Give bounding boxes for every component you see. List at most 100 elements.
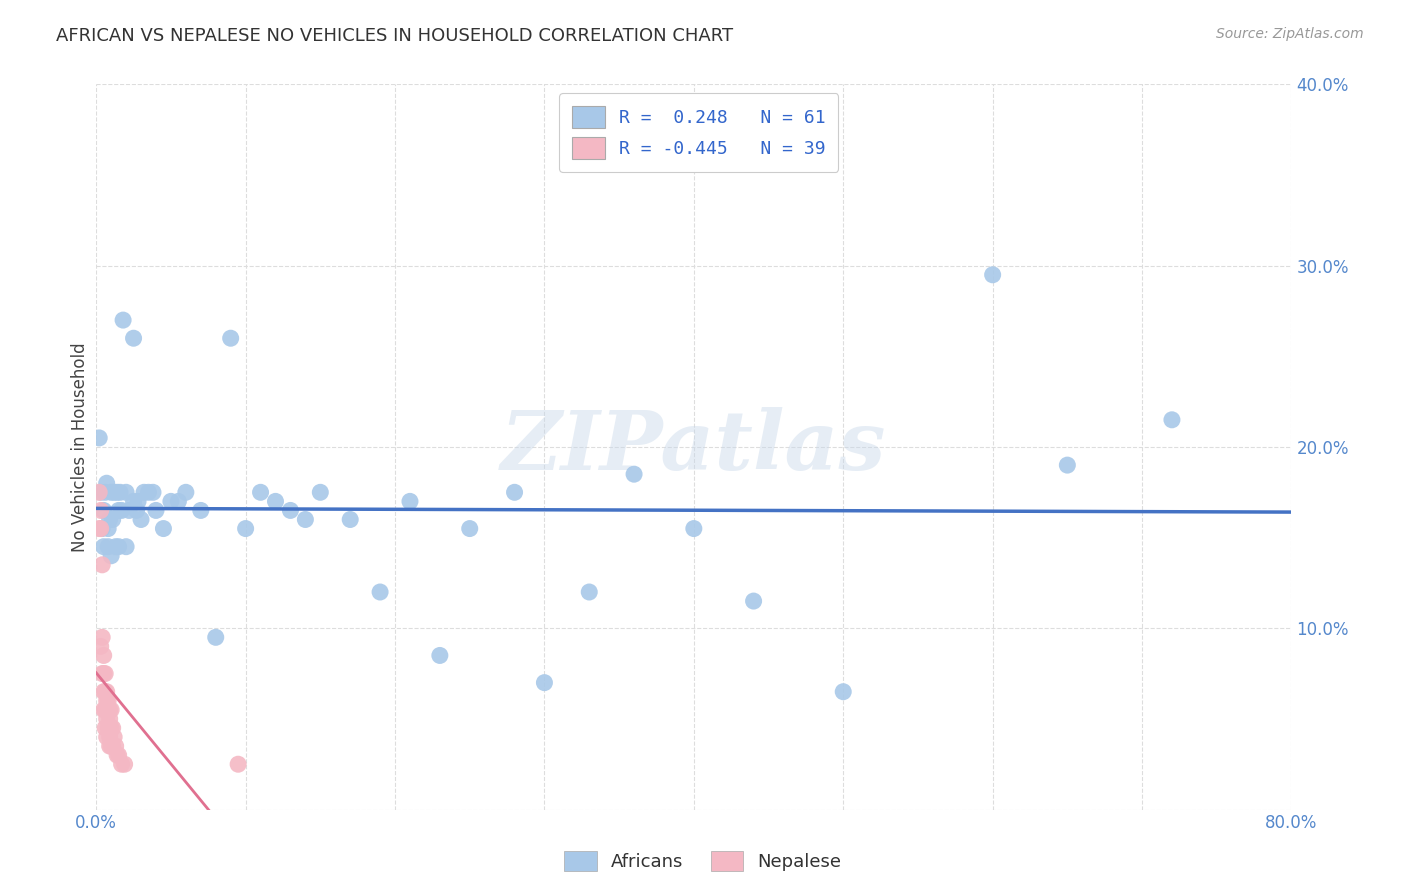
Point xyxy=(104,540,127,554)
Point xyxy=(280,503,302,517)
Point xyxy=(91,630,114,644)
Point xyxy=(167,494,190,508)
Point xyxy=(125,503,148,517)
Point xyxy=(101,739,124,753)
Point xyxy=(132,485,155,500)
Point xyxy=(90,503,112,517)
Point xyxy=(110,757,132,772)
Point xyxy=(458,522,481,536)
Point xyxy=(129,512,152,526)
Point xyxy=(103,485,125,500)
Point xyxy=(96,476,118,491)
Point xyxy=(94,721,117,735)
Point xyxy=(249,485,271,500)
Point xyxy=(105,485,128,500)
Point xyxy=(152,522,174,536)
Point xyxy=(94,684,117,698)
Y-axis label: No Vehicles in Household: No Vehicles in Household xyxy=(72,343,89,552)
Point xyxy=(226,757,249,772)
Point xyxy=(204,630,226,644)
Point xyxy=(90,640,112,654)
Point xyxy=(235,522,257,536)
Point xyxy=(97,703,120,717)
Legend: Africans, Nepalese: Africans, Nepalese xyxy=(557,844,849,879)
Point xyxy=(93,684,115,698)
Point xyxy=(264,494,287,508)
Point xyxy=(93,503,115,517)
Point xyxy=(127,494,149,508)
Point xyxy=(309,485,332,500)
Point xyxy=(1056,458,1078,472)
Point xyxy=(98,730,121,744)
Point xyxy=(368,585,391,599)
Point xyxy=(93,648,115,663)
Point xyxy=(96,712,118,726)
Point xyxy=(115,540,138,554)
Point xyxy=(114,757,136,772)
Point xyxy=(623,467,645,482)
Point xyxy=(97,540,120,554)
Point xyxy=(682,522,704,536)
Point xyxy=(981,268,1004,282)
Point xyxy=(97,721,120,735)
Point xyxy=(107,748,129,763)
Point xyxy=(108,485,131,500)
Point xyxy=(832,684,855,698)
Point xyxy=(89,485,111,500)
Point xyxy=(160,494,183,508)
Point xyxy=(138,485,160,500)
Point xyxy=(94,666,117,681)
Point xyxy=(97,522,120,536)
Point xyxy=(91,666,114,681)
Text: AFRICAN VS NEPALESE NO VEHICLES IN HOUSEHOLD CORRELATION CHART: AFRICAN VS NEPALESE NO VEHICLES IN HOUSE… xyxy=(56,27,734,45)
Point xyxy=(100,703,122,717)
Point xyxy=(100,549,122,563)
Point xyxy=(1161,413,1184,427)
Point xyxy=(578,585,600,599)
Point xyxy=(112,313,135,327)
Point xyxy=(89,522,111,536)
Point xyxy=(93,540,115,554)
Text: Source: ZipAtlas.com: Source: ZipAtlas.com xyxy=(1216,27,1364,41)
Point xyxy=(96,730,118,744)
Point xyxy=(96,684,118,698)
Point xyxy=(107,540,129,554)
Point xyxy=(107,503,129,517)
Point xyxy=(533,675,555,690)
Point xyxy=(90,485,112,500)
Point xyxy=(93,666,115,681)
Point xyxy=(190,503,212,517)
Point xyxy=(100,721,122,735)
Point xyxy=(503,485,526,500)
Point xyxy=(115,485,138,500)
Point xyxy=(101,721,124,735)
Point xyxy=(98,712,121,726)
Point xyxy=(294,512,316,526)
Point xyxy=(145,503,167,517)
Point xyxy=(89,431,111,445)
Point xyxy=(103,730,125,744)
Point xyxy=(339,512,361,526)
Point xyxy=(110,503,132,517)
Point xyxy=(142,485,165,500)
Point xyxy=(174,485,197,500)
Point xyxy=(91,522,114,536)
Point xyxy=(122,331,145,345)
Point xyxy=(219,331,242,345)
Point xyxy=(93,703,115,717)
Point xyxy=(399,494,422,508)
Point xyxy=(97,694,120,708)
Point xyxy=(98,739,121,753)
Point xyxy=(118,503,141,517)
Point xyxy=(98,703,121,717)
Point xyxy=(105,748,128,763)
Point xyxy=(101,512,124,526)
Point xyxy=(94,703,117,717)
Legend: R =  0.248   N = 61, R = -0.445   N = 39: R = 0.248 N = 61, R = -0.445 N = 39 xyxy=(560,94,838,172)
Point xyxy=(94,485,117,500)
Point xyxy=(100,739,122,753)
Point xyxy=(742,594,765,608)
Point xyxy=(429,648,451,663)
Point xyxy=(91,558,114,572)
Point xyxy=(98,512,121,526)
